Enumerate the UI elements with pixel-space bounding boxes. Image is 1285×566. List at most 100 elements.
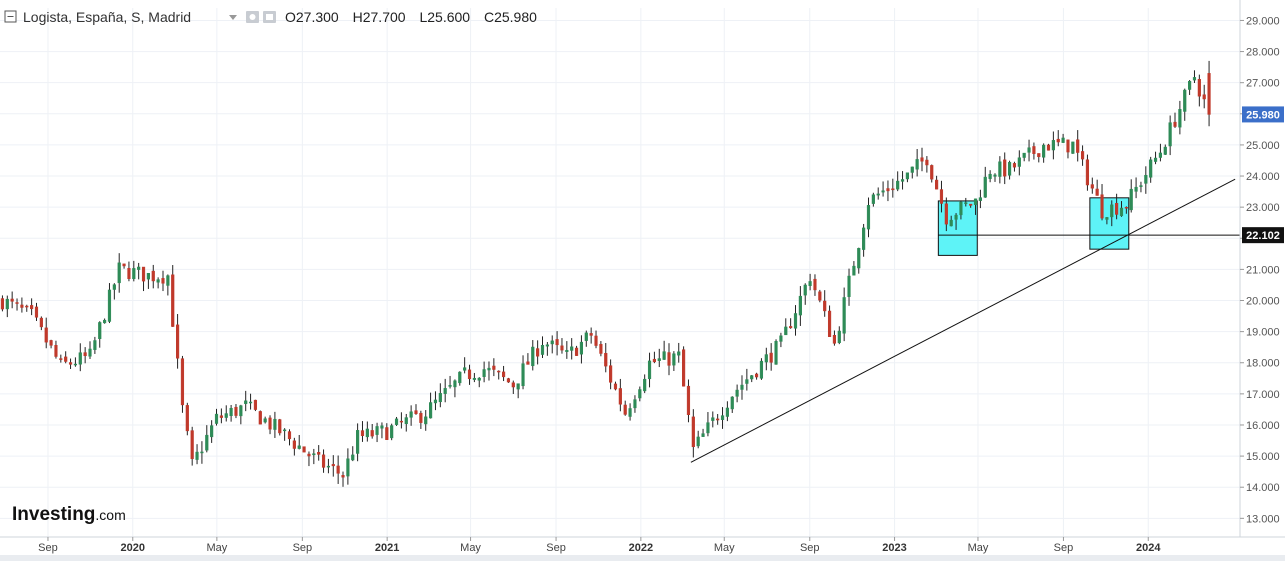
candle-body: [570, 346, 574, 351]
candle: [394, 416, 399, 426]
candle-body: [730, 396, 734, 410]
candle-body: [1158, 152, 1163, 158]
candle: [1168, 115, 1172, 156]
x-tick-label: 2021: [375, 542, 399, 554]
candle: [356, 423, 360, 462]
candle: [73, 357, 78, 367]
candle: [268, 415, 272, 435]
support-zone[interactable]: [937, 200, 978, 256]
candle-body: [346, 458, 350, 477]
candle: [1051, 131, 1055, 160]
candlestick-series: [0, 60, 1211, 487]
candle-body: [107, 289, 112, 322]
candle: [677, 342, 681, 363]
candle: [813, 274, 817, 296]
candle: [219, 408, 223, 424]
candle: [798, 286, 802, 326]
candle: [107, 283, 112, 324]
x-tick-label: Sep: [38, 542, 58, 554]
candle: [818, 289, 822, 303]
candle: [696, 430, 700, 449]
candle: [560, 338, 564, 354]
candle-body: [667, 352, 671, 366]
candle: [156, 277, 160, 289]
candle: [925, 156, 929, 173]
candle-body: [988, 173, 992, 179]
candle-body: [219, 415, 223, 418]
candle: [44, 317, 48, 349]
candle: [390, 423, 394, 441]
candle-body: [832, 334, 837, 344]
candle-body: [526, 361, 530, 365]
candle-body: [764, 354, 768, 363]
horizontal-scrollbar[interactable]: [0, 555, 1285, 561]
y-tick-label: 21.000: [1246, 264, 1280, 276]
candle-body: [818, 291, 822, 301]
candle: [871, 192, 875, 207]
candle: [531, 340, 535, 371]
candle-body: [881, 190, 885, 193]
candle-body: [823, 300, 827, 312]
candle-body: [862, 227, 866, 250]
candle: [463, 357, 467, 374]
candle: [789, 318, 793, 329]
candle-body: [214, 413, 219, 424]
candle-body: [302, 446, 306, 453]
candle: [239, 404, 243, 425]
support-zone[interactable]: [1089, 197, 1130, 250]
candle: [346, 448, 350, 485]
investing-logo: Investing.com: [12, 504, 126, 525]
candle: [292, 437, 296, 456]
candle: [803, 283, 807, 305]
candle: [730, 396, 734, 413]
candle: [1066, 139, 1070, 159]
candle-body: [103, 319, 107, 324]
candle: [1119, 201, 1124, 217]
candle: [438, 383, 442, 408]
candle: [1046, 143, 1051, 151]
candle-body: [866, 205, 871, 230]
candle-body: [891, 188, 895, 191]
candle-body: [253, 399, 258, 410]
candle-body: [390, 425, 394, 439]
candle-body: [779, 335, 783, 342]
candle-body: [1144, 174, 1148, 184]
candle-body: [896, 180, 900, 190]
y-tick-label: 18.000: [1246, 358, 1280, 370]
candle: [5, 295, 9, 318]
candle-body: [200, 451, 204, 454]
candle-body: [540, 345, 545, 355]
ohlc-high-key: H: [353, 9, 363, 25]
candle: [823, 290, 827, 317]
candle-body: [185, 405, 189, 432]
trendline[interactable]: [690, 178, 1236, 463]
candle: [915, 149, 919, 177]
candle: [1202, 84, 1206, 109]
y-tick-label: 19.000: [1246, 327, 1280, 339]
candle: [847, 268, 851, 306]
candle: [1115, 193, 1119, 220]
candle-body: [443, 388, 447, 394]
candle: [725, 401, 729, 422]
x-tick-label: Sep: [800, 542, 820, 554]
candle-body: [1003, 159, 1007, 177]
logo-main-text: Investing: [12, 504, 95, 525]
candle-body: [380, 425, 384, 429]
x-tick-label: 2022: [629, 542, 653, 554]
candle-body: [628, 408, 632, 417]
candle: [808, 273, 812, 291]
candle-body: [331, 464, 335, 467]
symbol-title[interactable]: Logista, España, S, Madrid: [23, 9, 191, 25]
candle-body: [1100, 194, 1104, 219]
candle-body: [998, 161, 1002, 177]
candle: [49, 339, 53, 349]
candle: [336, 455, 340, 484]
candle-body: [1188, 81, 1192, 90]
chevron-down-icon[interactable]: [229, 15, 237, 20]
candle: [1061, 133, 1065, 143]
candle-body: [1115, 202, 1119, 215]
candle-body: [1027, 147, 1031, 153]
candle-body: [643, 378, 647, 392]
candle-body: [1046, 144, 1051, 151]
